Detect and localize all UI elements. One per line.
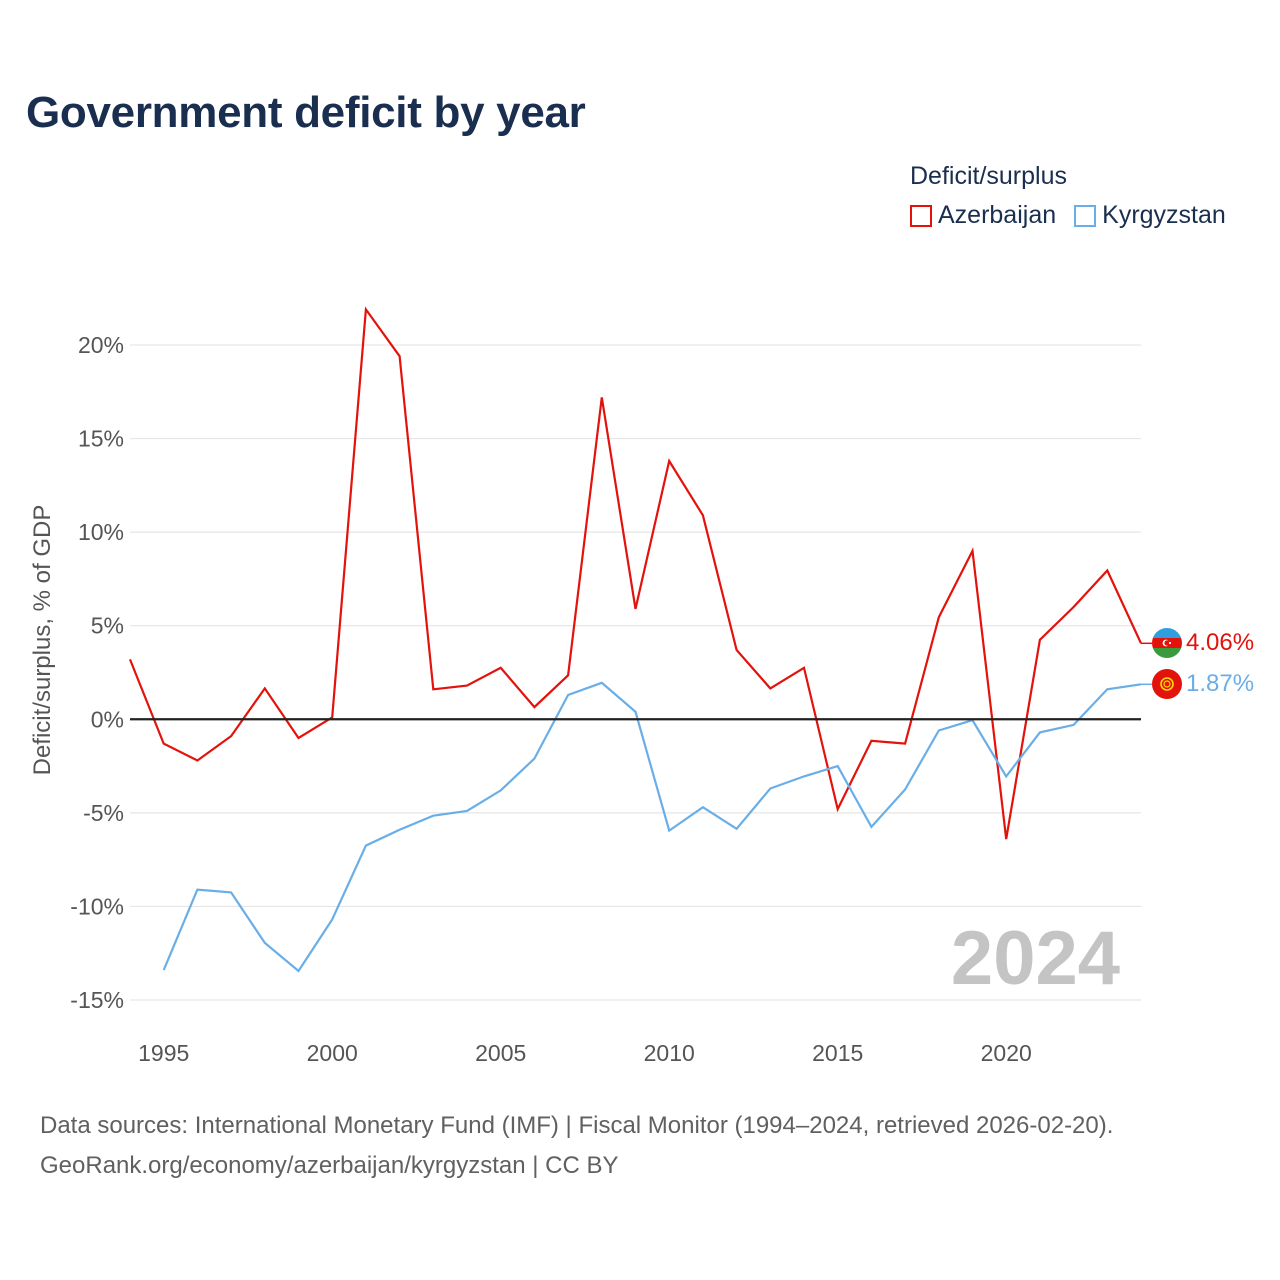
end-label-kyrgyzstan: 1.87% bbox=[1186, 670, 1254, 697]
x-tick-label: 2020 bbox=[981, 1040, 1032, 1066]
y-tick-label: -15% bbox=[70, 987, 124, 1013]
x-axis-ticks: 1995 2000 2005 2010 2015 2020 bbox=[138, 1040, 1032, 1066]
gridlines bbox=[130, 344, 1141, 1001]
x-tick-label: 1995 bbox=[138, 1040, 189, 1066]
end-label-azerbaijan: 4.06% bbox=[1186, 629, 1254, 656]
y-tick-label: 0% bbox=[91, 706, 124, 732]
series-line-kyrgyzstan[interactable] bbox=[162, 681, 1142, 973]
legend-label-kyrgyzstan: Kyrgyzstan bbox=[1102, 201, 1226, 229]
y-tick-label: -5% bbox=[83, 800, 124, 826]
footer: Data sources: International Monetary Fun… bbox=[40, 1106, 1113, 1186]
x-tick-label: 2015 bbox=[812, 1040, 863, 1066]
y-tick-label: 15% bbox=[78, 426, 124, 452]
series-lines bbox=[128, 306, 1152, 973]
azerbaijan-flag-icon bbox=[1152, 628, 1182, 658]
source-note: Data sources: International Monetary Fun… bbox=[40, 1112, 1114, 1139]
y-axis-ticks: 20% 15% 10% 5% 0% -5% -10% -15% bbox=[70, 332, 124, 1013]
attribution-link[interactable]: GeoRank.org/economy/azerbaijan/kyrgyzsta… bbox=[40, 1152, 619, 1179]
legend-item-azerbaijan[interactable]: Azerbaijan bbox=[910, 201, 1056, 230]
legend-items: Azerbaijan Kyrgyzstan bbox=[910, 201, 1244, 230]
chart-title: Government deficit by year bbox=[26, 88, 586, 137]
legend-item-kyrgyzstan[interactable]: Kyrgyzstan bbox=[1074, 201, 1226, 230]
legend-label-azerbaijan: Azerbaijan bbox=[938, 201, 1057, 229]
y-tick-label: 10% bbox=[78, 519, 124, 545]
year-watermark: 2024 bbox=[951, 916, 1120, 1001]
kyrgyzstan-flag-icon bbox=[1152, 669, 1182, 699]
y-tick-label: 5% bbox=[91, 613, 124, 639]
legend: Deficit/surplus Azerbaijan Kyrgyzstan bbox=[910, 162, 1244, 230]
x-tick-label: 2005 bbox=[475, 1040, 526, 1066]
legend-swatch-kyrgyzstan bbox=[1074, 204, 1097, 227]
series-line-azerbaijan[interactable] bbox=[128, 306, 1142, 840]
legend-title: Deficit/surplus bbox=[910, 162, 1067, 190]
y-tick-label: -10% bbox=[70, 893, 124, 919]
legend-swatch-azerbaijan bbox=[910, 204, 932, 227]
y-axis-title: Deficit/surplus, % of GDP bbox=[29, 505, 56, 776]
x-tick-label: 2000 bbox=[307, 1040, 358, 1066]
y-tick-label: 20% bbox=[78, 332, 124, 358]
x-tick-label: 2010 bbox=[644, 1040, 695, 1066]
